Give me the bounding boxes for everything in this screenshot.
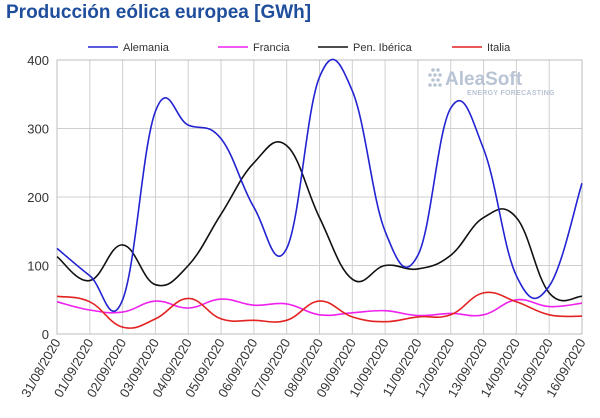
y-axis-ticks: 0 100 200 300 400 [27,53,49,342]
series-line-alemania [56,58,583,312]
plot-frame [56,59,583,335]
y-tick-label: 100 [27,259,49,274]
legend: Alemania Francia Pen. Ibérica Italia [88,42,511,54]
y-tick-label: 200 [27,190,49,205]
series-line-francia [56,298,583,317]
logo-dot [433,83,437,87]
logo-name: AleaSoft [445,69,523,90]
logo-dot [436,78,440,82]
logo-dot [436,68,440,72]
series-layer [56,58,583,329]
legend-label: Pen. Ibérica [353,42,413,54]
series-line-pen-ib-rica [56,140,583,302]
logo-dot [438,83,442,87]
logo-dot [428,73,432,77]
y-tick-label: 400 [27,53,49,68]
legend-label: Alemania [123,42,170,54]
logo-dot [431,78,435,82]
aleasoft-logo: AleaSoft ENERGY FORECASTING [428,68,555,97]
logo-dot [433,73,437,77]
chart-title: Producción eólica europea [GWh] [6,2,312,23]
series-line-italia [56,291,583,329]
logo-dot [428,83,432,87]
y-tick-label: 300 [27,122,49,137]
legend-label: Francia [253,42,291,54]
logo-dot [438,73,442,77]
logo-dot [431,68,435,72]
x-axis-ticks: 31/08/202001/09/202002/09/202003/09/2020… [18,336,589,400]
logo-tagline: ENERGY FORECASTING [467,90,555,97]
y-tick-label: 0 [42,327,49,342]
legend-label: Italia [487,42,511,54]
grid [56,59,583,335]
logo-dots-icon [428,68,442,87]
